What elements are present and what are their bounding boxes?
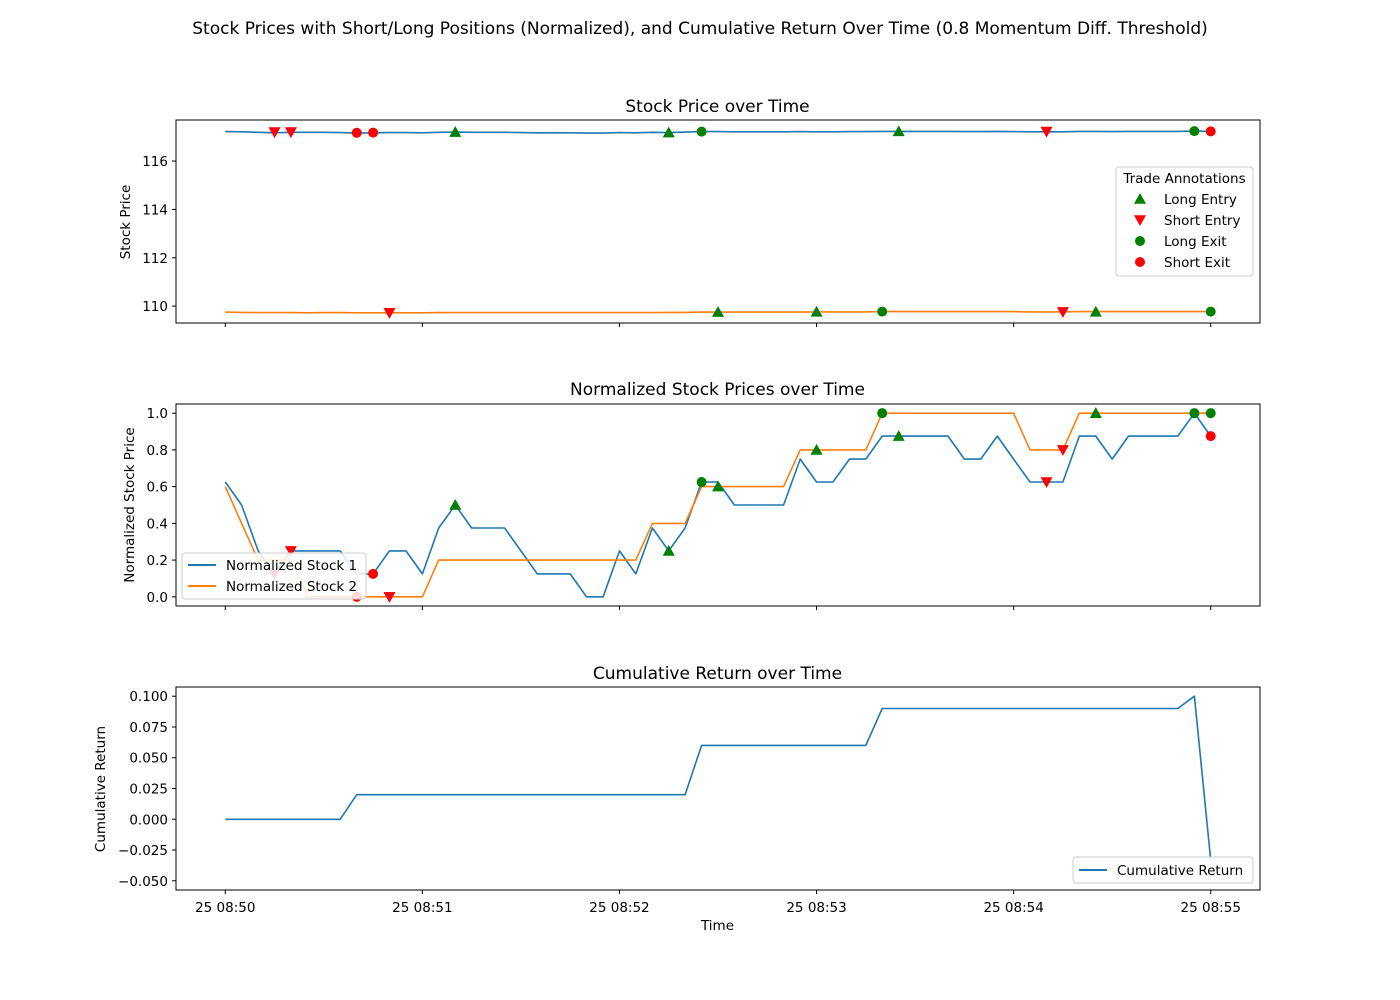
x-tick-label: 25 08:51: [392, 900, 452, 916]
legend-box: [181, 552, 367, 600]
long-exit-marker: [1189, 408, 1200, 419]
long-entry-marker: [810, 305, 823, 317]
legend-title: Trade Annotations: [1122, 171, 1245, 187]
long-exit-marker: [1205, 408, 1216, 419]
short-entry-marker: [1040, 477, 1053, 489]
legend-label: Short Entry: [1164, 213, 1240, 229]
short-entry-marker: [1040, 126, 1053, 138]
long-exit-marker: [696, 126, 707, 137]
y-tick-label: 0.100: [129, 689, 168, 705]
long-entry-marker: [892, 430, 905, 441]
x-tick-label: 25 08:54: [983, 900, 1043, 916]
long-exit-marker: [877, 408, 888, 419]
legend-label: Cumulative Return: [1117, 863, 1243, 879]
legend-label: Normalized Stock 2: [226, 579, 357, 595]
legend-box: [1115, 166, 1254, 277]
y-tick-label: 0.2: [147, 553, 168, 569]
x-tick-label: 25 08:52: [589, 900, 649, 916]
long-entry-marker: [1089, 407, 1102, 418]
legend-label: Long Entry: [1164, 192, 1237, 208]
long-entry-marker: [662, 544, 675, 556]
x-tick-label: 25 08:53: [786, 900, 846, 916]
long-entry-marker: [449, 126, 462, 137]
y-axis-label: Cumulative Return: [93, 726, 109, 852]
long-entry-marker: [1089, 305, 1102, 317]
short-entry-marker: [383, 308, 396, 319]
figure-suptitle: Stock Prices with Short/Long Positions (…: [192, 19, 1208, 39]
long-entry-marker: [712, 306, 724, 317]
legend-label: Long Exit: [1164, 234, 1227, 250]
subplot-normalized-prices: Normalized Stock Prices over Time Normal…: [122, 380, 1261, 610]
y-tick-label: 0.8: [147, 443, 168, 459]
series-line-return: [225, 695, 1212, 860]
x-axis-label: Time: [700, 918, 734, 934]
short-entry-marker: [1056, 445, 1069, 456]
x-tick-label: 25 08:50: [195, 900, 255, 916]
y-tick-label: 0.4: [147, 516, 168, 532]
y-tick-label: 114: [142, 202, 168, 218]
long-exit-marker: [1135, 236, 1145, 246]
subplot-cumulative-return: Cumulative Return over Time Cumulative R…: [93, 664, 1261, 916]
long-entry-marker: [1134, 193, 1146, 204]
long-exit-marker: [696, 477, 707, 488]
y-tick-label: 0.0: [147, 590, 168, 606]
y-tick-label: −0.050: [118, 874, 168, 890]
legend-box: [1072, 856, 1254, 884]
legend-label: Normalized Stock 1: [226, 558, 357, 574]
short-exit-marker: [1135, 257, 1145, 267]
subplot-title: Normalized Stock Prices over Time: [570, 380, 865, 400]
short-exit-marker: [368, 127, 379, 138]
long-entry-marker: [810, 443, 823, 455]
short-entry-marker: [268, 127, 281, 139]
short-entry-marker: [1134, 215, 1146, 226]
plot-frame: [175, 119, 1261, 324]
subplot-title: Stock Price over Time: [625, 97, 809, 117]
short-entry-marker: [284, 127, 297, 139]
long-entry-marker: [892, 125, 905, 137]
y-tick-label: −0.025: [118, 843, 168, 859]
y-tick-label: 0.050: [129, 751, 168, 767]
y-axis-label: Stock Price: [118, 185, 134, 260]
short-exit-marker: [351, 127, 362, 138]
short-exit-marker: [1205, 126, 1216, 137]
subplot-stock-price: Stock Price over Time Stock Price 110 112…: [118, 97, 1261, 327]
y-tick-label: 0.075: [129, 720, 168, 736]
y-tick-label: 116: [142, 154, 168, 170]
long-entry-marker: [712, 480, 724, 492]
long-entry-marker: [662, 126, 675, 138]
x-tick-label: 25 08:55: [1181, 900, 1241, 916]
plot-frame: [175, 403, 1261, 607]
short-exit-marker: [1205, 431, 1216, 442]
long-exit-marker: [1205, 306, 1216, 317]
short-entry-marker: [383, 592, 396, 603]
y-tick-label: 0.000: [129, 812, 168, 828]
y-tick-label: 1.0: [147, 406, 168, 422]
long-entry-marker: [449, 499, 462, 510]
y-tick-label: 0.025: [129, 782, 168, 798]
y-tick-label: 0.6: [147, 480, 168, 496]
short-entry-marker: [1056, 307, 1069, 318]
y-tick-label: 112: [142, 251, 168, 267]
short-entry-marker: [284, 546, 297, 557]
subplot-title: Cumulative Return over Time: [593, 664, 842, 684]
long-exit-marker: [1189, 126, 1200, 137]
legend-label: Short Exit: [1164, 255, 1230, 271]
y-axis-label: Normalized Stock Price: [122, 427, 138, 582]
short-exit-marker: [368, 568, 379, 579]
y-tick-label: 110: [142, 299, 168, 315]
long-exit-marker: [877, 306, 888, 317]
